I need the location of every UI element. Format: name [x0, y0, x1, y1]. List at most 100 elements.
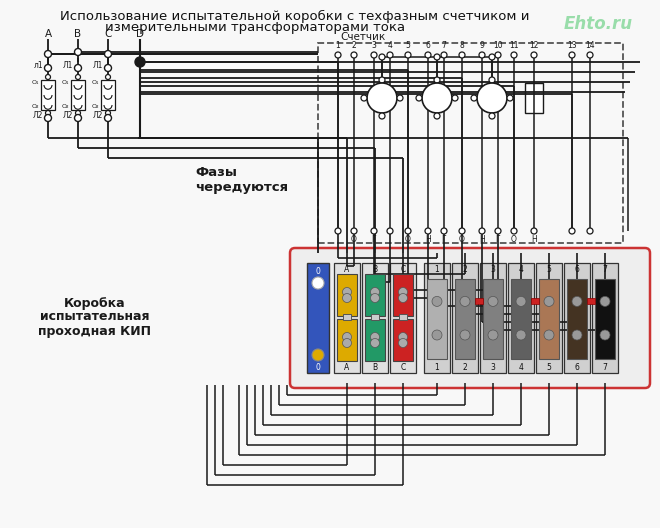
- Circle shape: [459, 228, 465, 234]
- Text: Л1: Л1: [92, 61, 103, 71]
- Text: 6: 6: [575, 266, 579, 275]
- Circle shape: [135, 57, 145, 67]
- Circle shape: [46, 110, 51, 116]
- Text: A: A: [345, 363, 350, 372]
- Circle shape: [531, 228, 537, 234]
- Circle shape: [531, 52, 537, 58]
- Circle shape: [405, 52, 411, 58]
- Text: B: B: [75, 29, 82, 39]
- Text: 6: 6: [575, 363, 579, 372]
- Circle shape: [425, 228, 431, 234]
- Text: 4: 4: [519, 266, 523, 275]
- Circle shape: [516, 330, 526, 340]
- Circle shape: [544, 330, 554, 340]
- Bar: [334, 263, 360, 373]
- Text: 5: 5: [546, 363, 552, 372]
- Bar: [337, 319, 357, 361]
- Text: 1: 1: [435, 266, 440, 275]
- Text: Фазы: Фазы: [195, 165, 237, 178]
- Circle shape: [75, 74, 81, 80]
- Circle shape: [489, 77, 495, 83]
- Circle shape: [44, 51, 51, 58]
- Bar: [567, 279, 587, 359]
- Circle shape: [600, 330, 610, 340]
- Text: 4: 4: [387, 42, 393, 51]
- Text: О: О: [351, 235, 357, 244]
- Text: 5: 5: [546, 266, 552, 275]
- Circle shape: [425, 52, 431, 58]
- Circle shape: [351, 228, 357, 234]
- Circle shape: [434, 54, 440, 60]
- Text: Г: Г: [496, 235, 500, 244]
- Circle shape: [75, 49, 81, 55]
- Circle shape: [75, 64, 81, 71]
- Text: Л1: Л1: [63, 61, 73, 71]
- Circle shape: [511, 228, 517, 234]
- Circle shape: [572, 296, 582, 306]
- Text: измерительными трансформаторами тока: измерительными трансформаторами тока: [105, 22, 405, 34]
- Circle shape: [495, 228, 501, 234]
- Bar: [41, 80, 55, 110]
- Bar: [508, 263, 534, 373]
- Circle shape: [106, 110, 110, 116]
- Circle shape: [106, 74, 110, 80]
- Circle shape: [569, 228, 575, 234]
- Circle shape: [399, 333, 407, 342]
- Circle shape: [416, 95, 422, 101]
- Circle shape: [399, 288, 407, 297]
- FancyBboxPatch shape: [290, 248, 650, 388]
- Text: 7: 7: [442, 42, 446, 51]
- Circle shape: [544, 296, 554, 306]
- Text: 1: 1: [435, 363, 440, 372]
- Circle shape: [452, 95, 458, 101]
- Text: О: О: [511, 235, 517, 244]
- Text: Счетчик: Счетчик: [340, 32, 385, 42]
- Text: 13: 13: [567, 42, 577, 51]
- Text: 7: 7: [603, 363, 607, 372]
- Circle shape: [432, 330, 442, 340]
- Bar: [365, 274, 385, 316]
- Circle shape: [44, 115, 51, 121]
- Circle shape: [479, 52, 485, 58]
- Text: 8: 8: [459, 42, 465, 51]
- Text: Н: Н: [425, 235, 431, 244]
- Circle shape: [434, 113, 440, 119]
- Text: Н: Н: [531, 235, 537, 244]
- Circle shape: [477, 83, 507, 113]
- Text: О₂: О₂: [61, 103, 69, 108]
- Circle shape: [489, 54, 495, 60]
- Circle shape: [471, 95, 477, 101]
- Circle shape: [387, 52, 393, 58]
- Text: 4: 4: [519, 363, 523, 372]
- Bar: [343, 314, 351, 320]
- Text: О₂: О₂: [92, 103, 99, 108]
- Circle shape: [343, 338, 352, 347]
- Text: О₁: О₁: [32, 80, 39, 84]
- Circle shape: [587, 52, 593, 58]
- Circle shape: [511, 52, 517, 58]
- Bar: [595, 279, 615, 359]
- Bar: [424, 263, 450, 373]
- Circle shape: [379, 77, 385, 83]
- Text: Н: Н: [479, 235, 485, 244]
- Bar: [101, 80, 115, 110]
- Text: A: A: [44, 29, 51, 39]
- Text: 3: 3: [490, 363, 496, 372]
- Circle shape: [572, 330, 582, 340]
- Circle shape: [379, 54, 385, 60]
- Text: О₁: О₁: [92, 80, 99, 84]
- Text: 2: 2: [463, 363, 467, 372]
- Bar: [71, 80, 85, 110]
- Circle shape: [343, 333, 352, 342]
- Bar: [539, 279, 559, 359]
- Circle shape: [399, 338, 407, 347]
- Circle shape: [432, 296, 442, 306]
- Bar: [525, 83, 543, 113]
- Circle shape: [460, 330, 470, 340]
- Bar: [587, 298, 595, 305]
- Text: B: B: [372, 363, 378, 372]
- Circle shape: [495, 52, 501, 58]
- Circle shape: [75, 115, 81, 121]
- Text: О: О: [405, 235, 411, 244]
- Text: 6: 6: [426, 42, 430, 51]
